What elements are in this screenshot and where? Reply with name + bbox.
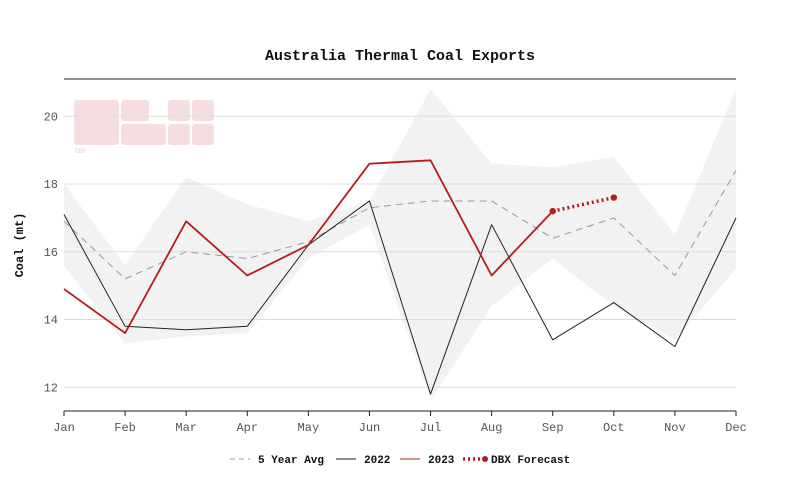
range-band: [64, 89, 736, 401]
forecast-point: [610, 194, 618, 201]
x-tick-label: Apr: [236, 421, 258, 435]
watermark-block: [192, 100, 214, 121]
series-line-5-year-avg: [63, 170, 737, 280]
x-tick-label: Dec: [725, 421, 747, 435]
chart-title: Australia Thermal Coal Exports: [265, 48, 535, 65]
legend-label-2023: 2023: [428, 455, 455, 467]
y-tick-label: 20: [44, 110, 58, 124]
watermark-block: [192, 124, 214, 145]
x-tick-label: Jul: [420, 421, 442, 435]
x-tick-label: Mar: [175, 421, 197, 435]
x-tick-label: Oct: [603, 421, 625, 435]
legend-label-dbx-forecast: DBX Forecast: [491, 455, 570, 467]
x-tick-label: Jan: [53, 421, 75, 435]
dbx-watermark-logo: DBX: [74, 100, 214, 155]
x-tick-label: Sep: [542, 421, 564, 435]
series-line-2022: [63, 200, 737, 395]
plot-area: 12 14 16 18 20 Jan Feb Mar Apr May Jun Jul Aug Sep Oct…: [44, 89, 747, 435]
x-tick-label: Feb: [114, 421, 136, 435]
watermark-block: [74, 100, 119, 145]
watermark-block: [168, 100, 190, 121]
legend-label-5-year-avg: 5 Year Avg: [258, 455, 324, 467]
y-tick-label: 18: [44, 178, 58, 192]
series-line-2023: [63, 159, 554, 334]
x-tick-label: Jun: [359, 421, 381, 435]
y-tick-label: 14: [44, 314, 58, 328]
watermark-text: DBX: [75, 148, 86, 155]
y-axis-label: Coal (mt): [13, 213, 27, 278]
legend-marker: [482, 456, 488, 462]
x-tick-label: Aug: [481, 421, 503, 435]
watermark-block: [121, 100, 149, 121]
legend: 5 Year Avg 2022 2023 DBX Forecast: [230, 455, 570, 467]
x-tick-label: May: [298, 421, 320, 435]
watermark-block: [121, 124, 166, 145]
forecast-point: [549, 207, 556, 215]
series-line-dbx-forecast: [552, 195, 615, 213]
y-tick-label: 16: [44, 246, 58, 260]
x-tick-label: Nov: [664, 421, 686, 435]
legend-label-2022: 2022: [364, 455, 390, 467]
watermark-block: [168, 124, 190, 145]
y-tick-label: 12: [44, 381, 58, 395]
